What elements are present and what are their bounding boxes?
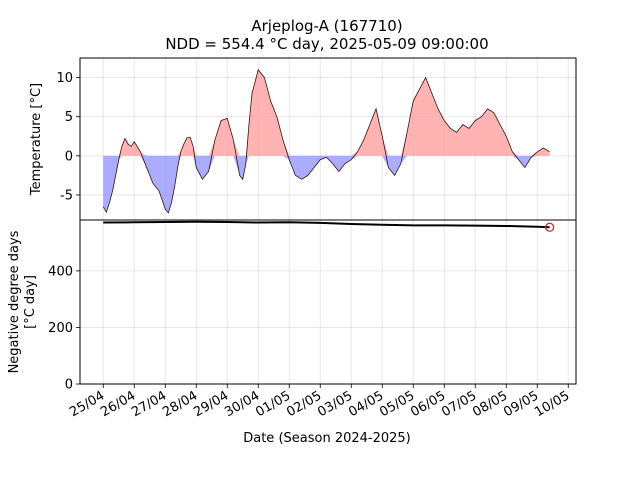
chart-title-line1: Arjeplog-A (167710) [251,17,402,35]
y-tick-label: 0 [65,149,73,164]
temperature-y-axis-label: Temperature [°C] [29,83,44,196]
y-tick-label: -5 [60,188,73,203]
ndd-y-axis-label-line2: [°C day] [23,275,38,329]
ndd-line [103,220,550,229]
date-x-ticks: 25/0426/0427/0428/0429/0430/0401/0502/05… [67,384,572,420]
ndd-series-line [103,220,550,229]
x-tick-label: 29/04 [191,388,231,420]
x-tick-label: 10/05 [532,388,572,420]
chart-title-line2: NDD = 554.4 °C day, 2025-05-09 09:00:00 [165,35,488,53]
x-tick-label: 26/04 [98,388,138,420]
ndd-y-axis-label-line1: Negative degree days [7,230,22,373]
y-tick-label: 200 [48,321,73,336]
ndd-axes-frame [79,219,577,385]
x-tick-label: 27/04 [129,388,169,420]
temperature-y-ticks: -5 0 5 10 [56,71,80,203]
x-tick-label: 09/05 [501,388,541,420]
x-tick-label: 25/04 [67,388,107,420]
ndd-current-marker [545,222,555,232]
current-ndd-marker [545,222,555,232]
ndd-y-ticks: 0 200 400 [48,264,80,393]
x-tick-label: 03/05 [315,388,355,420]
x-tick-label: 06/05 [408,388,448,420]
x-tick-label: 30/04 [222,388,262,420]
x-axis-label: Date (Season 2024-2025) [243,431,411,446]
x-tick-label: 04/05 [346,388,386,420]
positive-temperature-fill [103,69,550,156]
y-tick-label: 5 [65,110,73,125]
y-tick-label: 400 [48,264,73,279]
y-tick-label: 0 [65,378,73,393]
negative-temperature-fill [103,155,550,213]
temperature-negative-area [103,155,550,213]
x-tick-label: 28/04 [160,388,200,420]
temperature-positive-area [103,69,550,156]
ndd-grid [80,220,576,385]
x-tick-label: 05/05 [377,388,417,420]
x-tick-label: 01/05 [253,388,293,420]
temperature-series-line [102,68,550,214]
x-tick-label: 08/05 [470,388,510,420]
x-tick-label: 02/05 [284,388,324,420]
temperature-line [102,68,550,214]
x-tick-label: 07/05 [439,388,479,420]
y-tick-label: 10 [56,71,73,86]
